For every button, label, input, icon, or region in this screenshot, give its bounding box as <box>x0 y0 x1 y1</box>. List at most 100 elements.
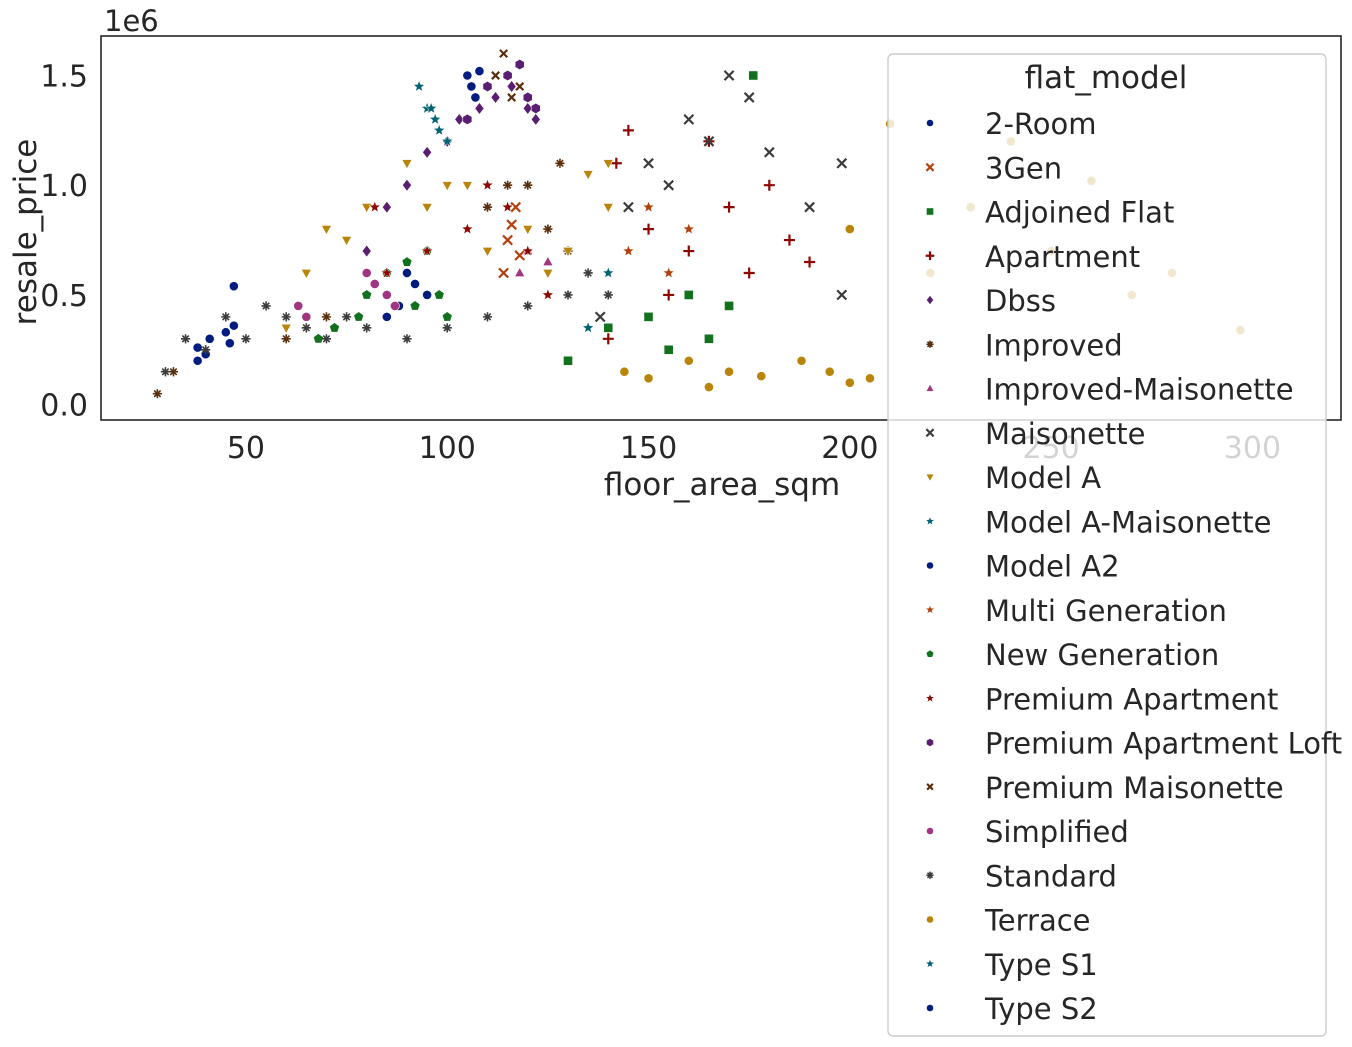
legend-box <box>887 53 1327 1037</box>
legend-marker <box>925 649 935 658</box>
data-point <box>228 281 239 292</box>
legend-label: Simplified <box>985 815 1129 849</box>
data-point <box>502 234 514 246</box>
data-point <box>541 288 555 301</box>
data-point <box>563 355 573 366</box>
legend-item: Model A <box>925 461 1101 495</box>
data-point <box>723 70 735 81</box>
y-axis-label: resale_price <box>8 139 44 326</box>
data-point <box>320 225 333 236</box>
data-point <box>514 250 526 261</box>
series-premium-apartment <box>368 178 555 301</box>
data-point <box>662 266 676 279</box>
data-point <box>381 290 392 300</box>
series-type-s2 <box>462 66 485 103</box>
data-point <box>474 66 485 77</box>
data-point <box>228 320 239 331</box>
legend-marker <box>924 958 936 969</box>
legend-label: Dbss <box>985 284 1056 318</box>
legend-label: Model A-Maisonette <box>985 505 1271 539</box>
legend-label: Standard <box>985 859 1117 893</box>
legend-label: Model A2 <box>985 550 1120 584</box>
data-point <box>168 367 179 377</box>
data-point <box>482 202 493 212</box>
series-simplified <box>293 268 400 322</box>
data-point <box>341 312 352 322</box>
data-point <box>491 71 501 80</box>
data-point <box>380 266 394 279</box>
data-point <box>510 201 522 213</box>
legend-marker <box>925 473 935 482</box>
x-tick-label: 100 <box>419 431 476 466</box>
data-point <box>321 334 332 344</box>
data-point <box>442 323 452 333</box>
data-point <box>522 91 533 104</box>
data-point <box>462 70 473 81</box>
y-tick-label: 1.5 <box>40 59 88 94</box>
legend-label: Premium Apartment Loft <box>985 727 1342 761</box>
legend-item: Terrace <box>926 904 1091 938</box>
legend-item: Type S1 <box>924 948 1098 982</box>
data-point <box>663 344 674 355</box>
data-point <box>261 301 271 311</box>
data-point <box>522 101 533 115</box>
data-point <box>361 244 372 258</box>
legend-label: Premium Apartment <box>985 682 1278 716</box>
legend-item: Adjoined Flat <box>926 196 1174 230</box>
data-point <box>704 382 714 392</box>
legend-marker <box>925 162 935 172</box>
x-tick-label: 150 <box>620 431 677 466</box>
legend-label: Multi Generation <box>985 594 1227 628</box>
data-point <box>663 289 675 301</box>
data-point <box>563 290 573 300</box>
data-point <box>619 366 630 377</box>
data-point <box>301 311 312 322</box>
legend-item: Premium Maisonette <box>926 771 1284 805</box>
data-point <box>280 323 292 334</box>
legend-item: Improved <box>926 328 1123 362</box>
data-point <box>623 201 634 213</box>
data-point <box>361 203 373 214</box>
data-point <box>683 290 694 300</box>
legend-items: 2-Room 3Gen Adjoined Flat Apartment Dbss Impr… <box>924 107 1342 1026</box>
data-point <box>643 223 655 235</box>
data-point <box>622 244 635 257</box>
data-point <box>844 224 855 234</box>
data-point <box>381 200 392 214</box>
data-point <box>748 70 759 81</box>
series-model-a <box>280 159 614 334</box>
data-point <box>361 289 373 300</box>
data-point <box>724 366 734 377</box>
data-point <box>461 222 474 235</box>
legend-item: 2-Room <box>926 107 1097 141</box>
legend: flat_model 2-Room 3Gen Adjoined Flat Apartm… <box>887 53 1342 1037</box>
data-point <box>530 112 541 126</box>
data-point <box>313 333 324 344</box>
data-point <box>756 371 767 382</box>
x-tick-label: 50 <box>227 431 265 466</box>
data-point <box>466 81 477 92</box>
data-point <box>321 312 332 322</box>
legend-label: 3Gen <box>985 151 1062 185</box>
data-point <box>402 334 412 344</box>
data-point <box>506 219 518 231</box>
data-point <box>409 300 421 311</box>
legend-marker <box>924 692 936 703</box>
legend-marker <box>926 561 934 570</box>
data-point <box>865 373 875 384</box>
data-point <box>724 300 734 311</box>
data-point <box>704 333 714 344</box>
legend-item: Type S2 <box>926 992 1098 1026</box>
data-point <box>353 311 365 322</box>
data-point <box>499 49 509 59</box>
legend-marker <box>926 783 934 791</box>
legend-marker <box>926 871 934 879</box>
y-tick-label: 0.5 <box>40 279 88 314</box>
data-point <box>241 334 251 344</box>
legend-label: Improved-Maisonette <box>985 373 1294 407</box>
data-point <box>420 244 434 257</box>
data-point <box>192 355 203 366</box>
legend-item: Dbss <box>926 284 1056 318</box>
data-point <box>610 157 622 169</box>
